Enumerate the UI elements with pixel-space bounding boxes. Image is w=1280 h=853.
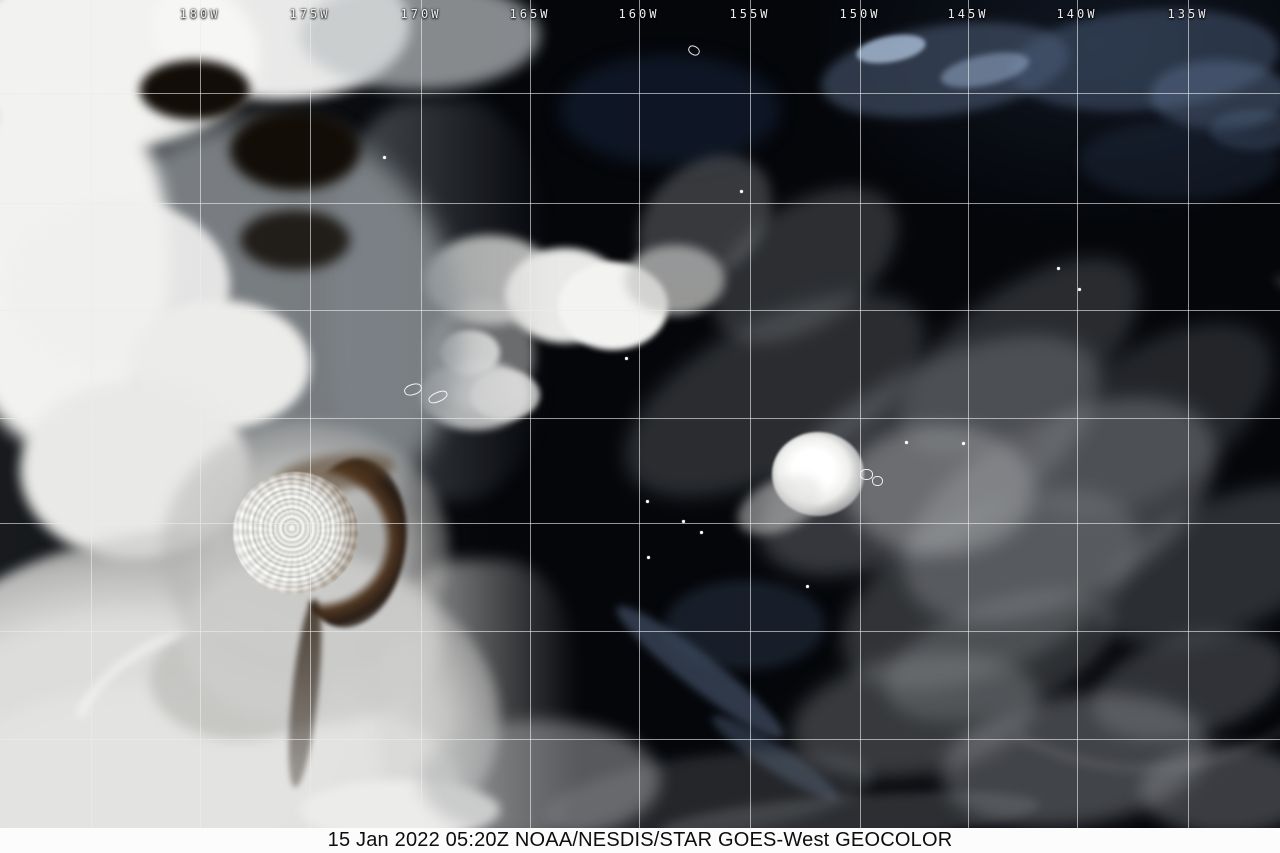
caption-text: 15 Jan 2022 05:20Z NOAA/NESDIS/STAR GOES… xyxy=(327,829,953,851)
longitude-label: 155W xyxy=(729,7,771,21)
longitude-label: 175W xyxy=(289,7,331,21)
volcanic-umbrella-cloud xyxy=(233,472,358,594)
island-speck xyxy=(383,156,386,159)
gridline-horizontal xyxy=(0,631,1280,632)
island-speck xyxy=(905,441,908,444)
gridline-vertical xyxy=(750,0,751,828)
longitude-label: 135W xyxy=(1167,7,1209,21)
gridline-horizontal xyxy=(0,739,1280,740)
gridline-horizontal xyxy=(0,523,1280,524)
gridline-horizontal xyxy=(0,203,1280,204)
caption-bar: 15 Jan 2022 05:20Z NOAA/NESDIS/STAR GOES… xyxy=(0,828,1280,853)
island-speck xyxy=(682,520,685,523)
gridline-horizontal xyxy=(0,93,1280,94)
island-speck xyxy=(647,556,650,559)
gridline-vertical xyxy=(310,0,311,828)
longitude-label: 160W xyxy=(618,7,660,21)
gridline-vertical xyxy=(1077,0,1078,828)
gridline-vertical xyxy=(200,0,201,828)
gridline-vertical xyxy=(530,0,531,828)
island-speck xyxy=(1078,288,1081,291)
island-speck xyxy=(1057,267,1060,270)
gridline-vertical xyxy=(421,0,422,828)
gridline-vertical xyxy=(639,0,640,828)
gridline-vertical xyxy=(968,0,969,828)
island-speck xyxy=(740,190,743,193)
island-speck xyxy=(625,357,628,360)
longitude-label: 180W xyxy=(179,7,221,21)
longitude-label: 165W xyxy=(509,7,551,21)
longitude-label: 170W xyxy=(400,7,442,21)
island-speck xyxy=(962,442,965,445)
gridline-vertical xyxy=(1188,0,1189,828)
gridline-vertical xyxy=(91,0,92,828)
island-speck xyxy=(646,500,649,503)
longitude-label: 140W xyxy=(1056,7,1098,21)
gridline-horizontal xyxy=(0,418,1280,419)
longitude-label: 145W xyxy=(947,7,989,21)
island-speck xyxy=(700,531,703,534)
gridline-vertical xyxy=(860,0,861,828)
island-speck xyxy=(806,585,809,588)
umbrella-crinkle-texture xyxy=(233,472,358,594)
longitude-label: 150W xyxy=(839,7,881,21)
island-outline-atoll xyxy=(872,476,883,486)
gridline-horizontal xyxy=(0,310,1280,311)
